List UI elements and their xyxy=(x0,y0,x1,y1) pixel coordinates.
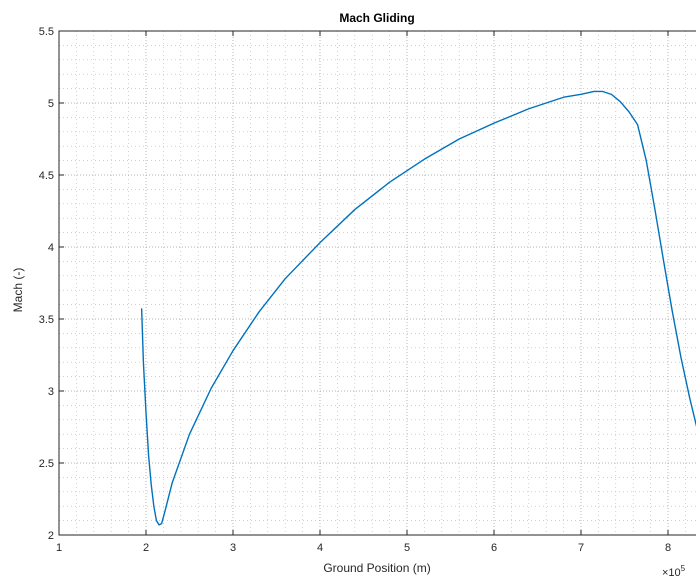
y-tick-label: 3.5 xyxy=(39,314,54,326)
x-exponent-base: ×10 xyxy=(662,567,681,579)
y-tick-label: 3 xyxy=(48,386,54,398)
x-tick-label: 1 xyxy=(56,542,62,554)
y-tick-label: 4.5 xyxy=(39,170,54,182)
x-exponent-power: 5 xyxy=(681,564,686,573)
x-tick-label: 4 xyxy=(317,542,323,554)
y-axis-label: Mach (-) xyxy=(11,268,25,313)
x-tick-label: 3 xyxy=(230,542,236,554)
series-line-0 xyxy=(140,90,696,526)
chart-title: Mach Gliding xyxy=(339,11,414,25)
tick-marks xyxy=(58,30,669,536)
minor-grid xyxy=(59,31,696,535)
x-tick-label: 7 xyxy=(578,542,584,554)
y-tick-label: 4 xyxy=(48,242,54,254)
x-tick-label: 8 xyxy=(665,542,671,554)
y-tick-label: 2.5 xyxy=(39,458,54,470)
y-tick-labels: 2 2.5 3 3.5 4 4.5 5 5.5 xyxy=(39,26,54,542)
x-tick-label: 6 xyxy=(491,542,497,554)
x-tick-labels: 123456789 xyxy=(56,542,671,554)
y-tick-label: 5.5 xyxy=(39,26,54,38)
y-tick-label: 2 xyxy=(48,530,54,542)
plot-lines xyxy=(140,90,696,526)
x-tick-label: 2 xyxy=(143,542,149,554)
x-tick-label: 5 xyxy=(404,542,410,554)
y-tick-label: 5 xyxy=(48,98,54,110)
x-axis-label: Ground Position (m) xyxy=(323,561,430,575)
x-exponent-label: ×105 xyxy=(662,564,686,579)
